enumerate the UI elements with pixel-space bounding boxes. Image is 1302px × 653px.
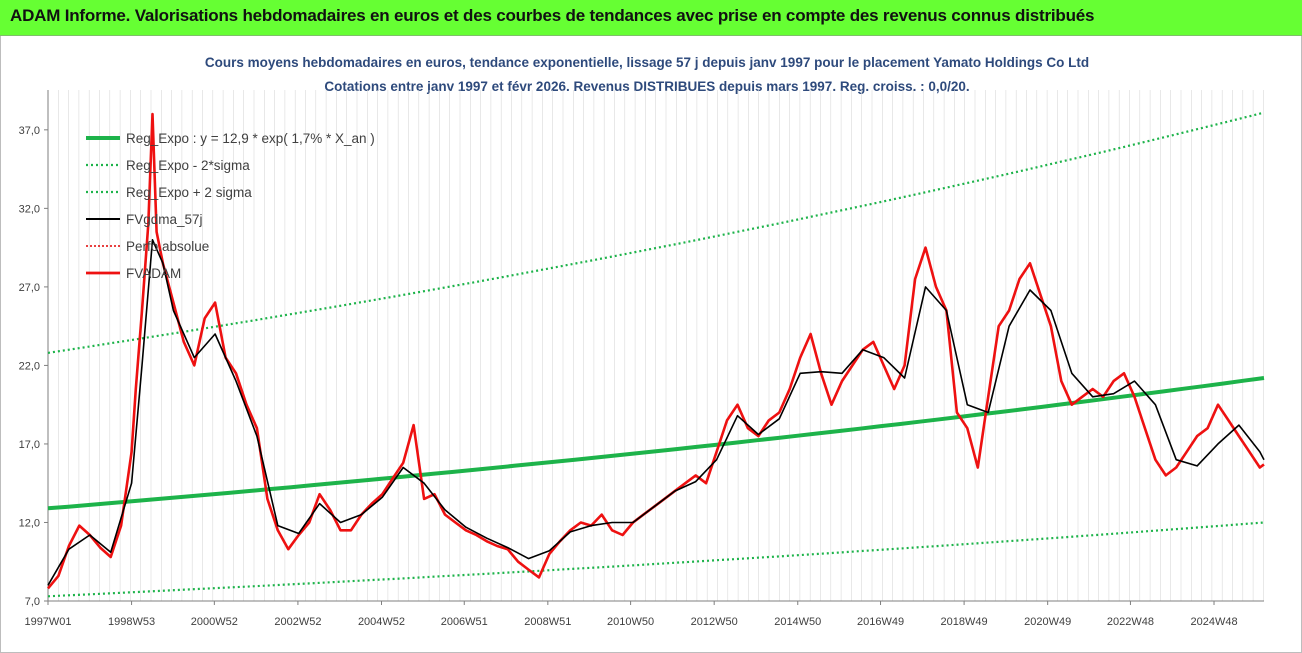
- y-tick-label: 22,0: [19, 360, 40, 372]
- axes: 7,0 12,0 17,0 22,0 27,0 32,0 37,0 1997W01 1998W5…: [19, 90, 1264, 628]
- legend-label: Perfo.absolue: [126, 239, 209, 254]
- legend-label: FVgdma_57j: [126, 212, 203, 227]
- x-tick-label: 2006W51: [441, 616, 488, 628]
- series-reg-minus-2sigma: [47, 521, 1265, 598]
- y-tick-label: 37,0: [19, 125, 40, 137]
- chart-title-line1: Cours moyens hebdomadaires en euros, ten…: [205, 55, 1089, 70]
- x-tick-label: 1998W53: [108, 616, 155, 628]
- x-tick-label: 2000W52: [191, 616, 238, 628]
- y-tick-label: 32,0: [19, 203, 40, 215]
- x-tick-label: 2002W52: [274, 616, 321, 628]
- x-tick-label: 2018W49: [941, 616, 988, 628]
- plot-area: [47, 111, 1265, 598]
- y-tick-label: 7,0: [25, 596, 40, 608]
- grid-lines: [47, 90, 1264, 601]
- series-reg-expo: [47, 376, 1265, 511]
- x-tick-label: 2010W50: [607, 616, 654, 628]
- legend-label: Reg_Expo + 2 sigma: [126, 185, 252, 200]
- y-tick-label: 27,0: [19, 282, 40, 294]
- y-tick-label: 17,0: [19, 439, 40, 451]
- x-tick-label: 2008W51: [524, 616, 571, 628]
- x-tick-label: 2024W48: [1190, 616, 1237, 628]
- y-tick-label: 12,0: [19, 517, 40, 529]
- x-tick-label: 2020W49: [1024, 616, 1071, 628]
- legend: Reg_Expo : y = 12,9 * exp( 1,7% * X_an )…: [86, 131, 375, 281]
- x-tick-label: 2014W50: [774, 616, 821, 628]
- x-tick-label: 2012W50: [691, 616, 738, 628]
- series-reg-plus-2sigma: [47, 111, 1265, 354]
- chart-title-line2: Cotations entre janv 1997 et févr 2026. …: [324, 79, 969, 94]
- x-tick-label: 2022W48: [1107, 616, 1154, 628]
- legend-label: Reg_Expo : y = 12,9 * exp( 1,7% * X_an ): [126, 131, 375, 146]
- header-banner: ADAM Informe. Valorisations hebdomadaire…: [0, 0, 1302, 36]
- x-tick-label: 2004W52: [358, 616, 405, 628]
- page-title: ADAM Informe. Valorisations hebdomadaire…: [10, 6, 1095, 25]
- x-tick-label: 1997W01: [24, 616, 71, 628]
- x-tick-label: 2016W49: [857, 616, 904, 628]
- legend-label: FVADAM: [126, 266, 181, 281]
- legend-label: Reg_Expo - 2*sigma: [126, 158, 250, 173]
- series-fvgdma-57j: [47, 239, 1265, 586]
